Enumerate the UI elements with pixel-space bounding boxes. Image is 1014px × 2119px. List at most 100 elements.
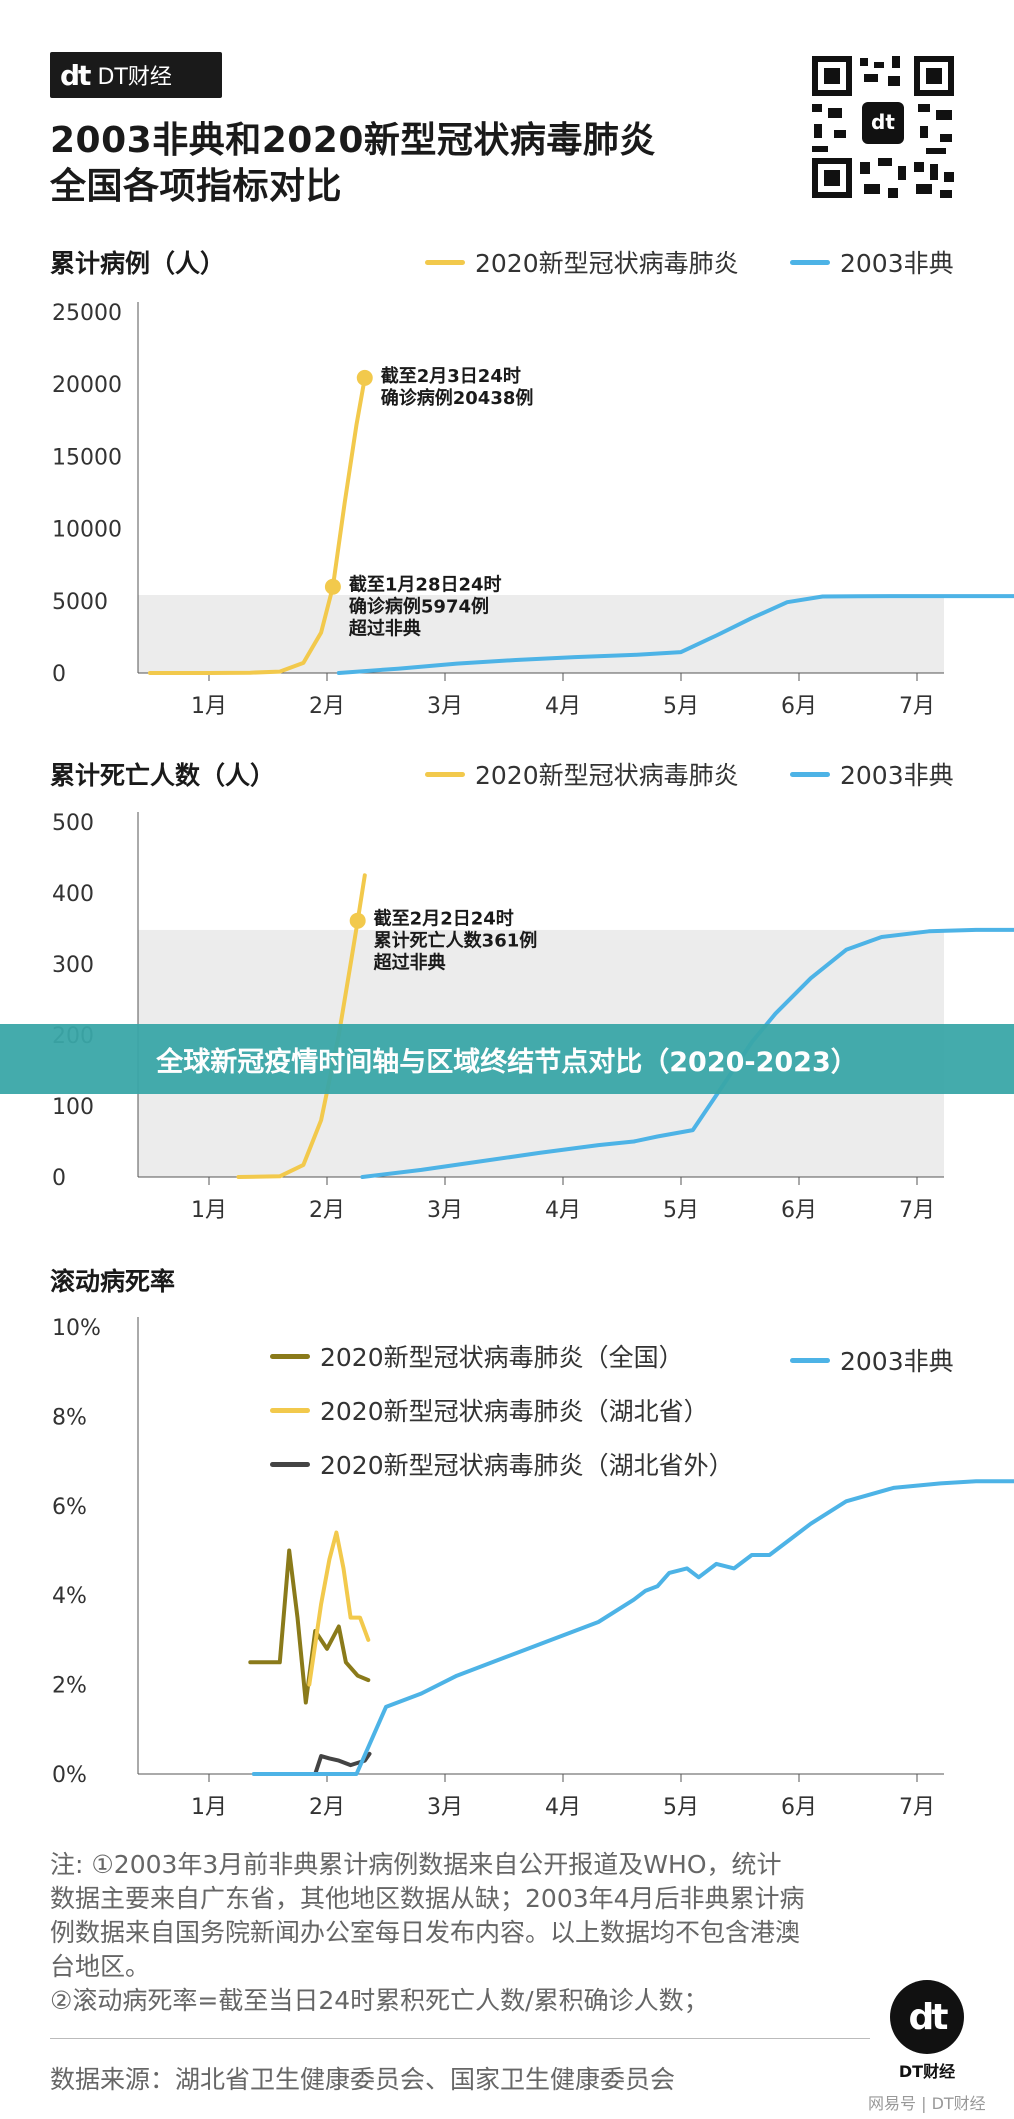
x-tick-label: 1月: [191, 694, 227, 719]
legend-line-national: [270, 1353, 310, 1359]
y-tick-label: 10000: [52, 518, 122, 543]
annotation-marker: [324, 578, 341, 595]
dt-logo: dt DT财经: [50, 52, 222, 98]
y-tick-label: 20000: [52, 373, 122, 398]
x-tick-label: 3月: [427, 1198, 463, 1223]
y-tick-label: 25000: [52, 301, 122, 326]
y-tick-label: 6%: [52, 1495, 87, 1520]
legend-line-covid: [425, 771, 465, 777]
annotation-text: 截至2月3日24时: [381, 365, 521, 387]
legend-label-sars: 2003非典: [840, 249, 954, 278]
page-title: 2003非典和2020新型冠状病毒肺炎 全国各项指标对比: [50, 118, 656, 210]
footnotes: 注: ①2003年3月前非典累计病例数据来自公开报道及WHO，统计 数据主要来自…: [50, 1848, 890, 2018]
legend-line-covid: [425, 259, 465, 265]
note-line: 台地区。: [50, 1952, 151, 1981]
series-line: [148, 375, 367, 675]
annotation-text: 累计死亡人数361例: [374, 930, 538, 952]
legend-label-covid: 2020新型冠状病毒肺炎: [475, 249, 739, 278]
x-tick-label: 7月: [899, 1795, 935, 1820]
fatality-legend-hubei: 2020新型冠状病毒肺炎（湖北省）: [270, 1392, 709, 1428]
fatality-legend-outside: 2020新型冠状病毒肺炎（湖北省外）: [270, 1446, 734, 1482]
annotation-marker: [356, 369, 373, 386]
x-tick-label: 5月: [663, 1198, 699, 1223]
series-line: [307, 1530, 371, 1687]
legend-label-hubei: 2020新型冠状病毒肺炎（湖北省）: [320, 1397, 709, 1426]
legend-line-sars: [790, 1357, 830, 1363]
deaths-legend-sars: 2003非典: [790, 756, 954, 792]
cases-legend-sars: 2003非典: [790, 244, 954, 280]
reference-band: [138, 595, 944, 673]
timeline-banner: 全球新冠疫情时间轴与区域终结节点对比（2020-2023）: [0, 1024, 1014, 1094]
qr-code-icon: dt: [808, 52, 958, 202]
series-line: [336, 594, 1014, 675]
note-line: 例数据来自国务院新闻办公室每日发布内容。以上数据均不包含港澳: [50, 1918, 801, 1947]
legend-label-covid: 2020新型冠状病毒肺炎: [475, 761, 739, 790]
x-tick-label: 6月: [781, 1795, 817, 1820]
dt-brand-logo: dt: [890, 1980, 964, 2054]
y-tick-label: 0: [52, 662, 66, 687]
dt-brand-text: DT财经: [898, 2062, 956, 2081]
title-line-1: 2003非典和2020新型冠状病毒肺炎: [50, 120, 656, 161]
annotation-text: 超过非典: [349, 618, 421, 640]
y-tick-label: 2%: [52, 1674, 87, 1699]
fatality-chart: 0% 2% 4% 6% 8% 10% 1月 2月 3月 4月 5月 6月 7月: [52, 1316, 1014, 1820]
fatality-legend-national: 2020新型冠状病毒肺炎（全国）: [270, 1338, 684, 1374]
fatality-legend-sars: 2003非典: [790, 1342, 954, 1378]
annotation-text: 截至1月28日24时: [349, 574, 502, 596]
y-tick-label: 0%: [52, 1763, 87, 1788]
x-tick-label: 5月: [663, 1795, 699, 1820]
x-tick-label: 2月: [309, 1795, 345, 1820]
annotation-marker: [349, 912, 366, 929]
x-tick-label: 6月: [781, 694, 817, 719]
legend-line-outside: [270, 1461, 310, 1467]
deaths-chart-title: 累计死亡人数（人）: [50, 761, 276, 790]
annotation-text: 截至2月2日24时: [374, 908, 514, 930]
title-line-2: 全国各项指标对比: [50, 166, 343, 207]
y-tick-label: 15000: [52, 445, 122, 470]
dt-logo-text: DT财经: [97, 65, 172, 90]
x-tick-label: 5月: [663, 694, 699, 719]
x-tick-label: 2月: [309, 694, 345, 719]
annotation-text: 超过非典: [374, 952, 446, 974]
dt-logo-mark: dt: [60, 58, 91, 92]
x-tick-label: 3月: [427, 1795, 463, 1820]
annotation-text: 确诊病例20438例: [381, 387, 534, 409]
note-line: ②滚动病死率=截至当日24时累积死亡人数/累积确诊人数；: [50, 1986, 709, 2015]
cases-legend-covid: 2020新型冠状病毒肺炎: [425, 244, 739, 280]
annotation-text: 确诊病例5974例: [349, 596, 489, 618]
y-tick-label: 300: [52, 953, 94, 978]
x-tick-label: 1月: [191, 1795, 227, 1820]
svg-text:dt: dt: [871, 110, 895, 134]
x-tick-label: 2月: [309, 1198, 345, 1223]
y-tick-label: 100: [52, 1095, 94, 1120]
x-tick-label: 7月: [899, 1198, 935, 1223]
data-source: 数据来源：湖北省卫生健康委员会、国家卫生健康委员会: [50, 2065, 676, 2094]
y-tick-label: 5000: [52, 590, 108, 615]
x-tick-label: 4月: [545, 1795, 581, 1820]
x-tick-label: 1月: [191, 1198, 227, 1223]
y-tick-label: 8%: [52, 1405, 87, 1430]
divider: [50, 2038, 870, 2039]
x-tick-label: 6月: [781, 1198, 817, 1223]
x-tick-label: 4月: [545, 1198, 581, 1223]
legend-line-sars: [790, 771, 830, 777]
legend-label-sars: 2003非典: [840, 761, 954, 790]
deaths-legend-covid: 2020新型冠状病毒肺炎: [425, 756, 739, 792]
x-tick-label: 4月: [545, 694, 581, 719]
fatality-chart-title: 滚动病死率: [50, 1267, 176, 1296]
series-line: [251, 1479, 1014, 1776]
note-line: 数据主要来自广东省，其他地区数据从缺；2003年4月后非典累计病: [50, 1884, 805, 1913]
y-tick-label: 10%: [52, 1316, 101, 1341]
cases-chart: 0 5000 10000 15000 20000 25000 1月 2月 3月 4月 5月 6月 7月 截…: [52, 301, 1014, 719]
legend-label-national: 2020新型冠状病毒肺炎（全国）: [320, 1343, 684, 1372]
y-tick-label: 0: [52, 1166, 66, 1191]
note-line: 注: ①2003年3月前非典累计病例数据来自公开报道及WHO，统计: [50, 1850, 782, 1879]
netease-watermark: 网易号 | DT财经: [868, 2094, 986, 2113]
x-tick-label: 3月: [427, 694, 463, 719]
y-tick-label: 400: [52, 882, 94, 907]
deaths-chart: 01002003004005001月2月3月4月5月6月7月截至2月2日24时累…: [52, 811, 1014, 1223]
legend-label-sars: 2003非典: [840, 1347, 954, 1376]
legend-label-outside: 2020新型冠状病毒肺炎（湖北省外）: [320, 1451, 734, 1480]
legend-line-sars: [790, 259, 830, 265]
y-tick-label: 4%: [52, 1584, 87, 1609]
